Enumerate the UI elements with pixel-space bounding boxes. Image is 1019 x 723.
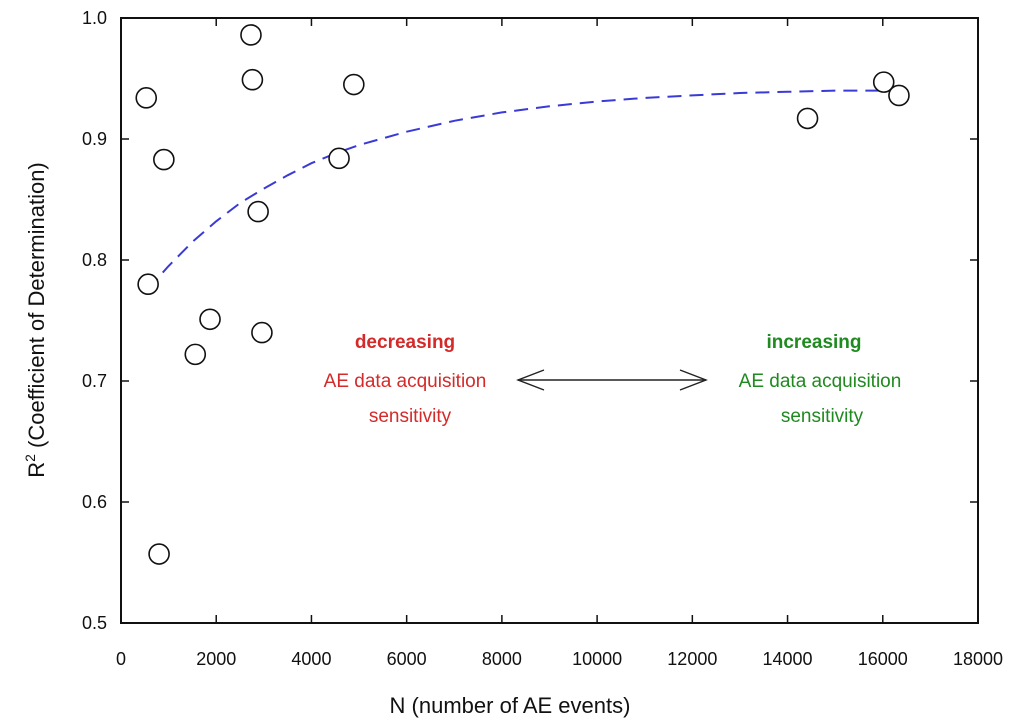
y-axis-title-main: R	[24, 462, 49, 478]
data-point	[135, 87, 158, 109]
x-tick-label: 16000	[858, 649, 908, 669]
y-axis-title-superscript: 2	[22, 454, 38, 462]
y-tick-label: 0.7	[82, 371, 107, 391]
fit-curve	[147, 88, 900, 290]
y-tick-label: 0.6	[82, 492, 107, 512]
annotation-decreasing-line2: sensitivity	[369, 406, 452, 427]
y-tick-label: 0.8	[82, 250, 107, 270]
annotation-increasing-title: increasing	[766, 332, 861, 353]
x-tick-label: 10000	[572, 649, 622, 669]
plot-frame	[120, 17, 979, 624]
x-tick-label: 12000	[667, 649, 717, 669]
x-tick-label: 18000	[953, 649, 1003, 669]
double-arrow-head-right	[679, 369, 708, 391]
y-axis-title: R2 (Coefficient of Determination)	[22, 162, 49, 478]
data-point	[184, 343, 207, 366]
double-arrow	[516, 369, 708, 391]
data-point	[796, 107, 819, 130]
x-tick-label: 8000	[482, 649, 522, 669]
data-point	[137, 273, 159, 296]
data-point	[153, 148, 175, 171]
y-tick-label: 1.0	[82, 8, 107, 28]
axis-ticks	[120, 17, 979, 624]
annotation-decreasing-line1: AE data acquisition	[324, 371, 487, 392]
data-point	[247, 200, 269, 223]
double-arrow-head-left	[516, 369, 545, 391]
data-point	[240, 24, 262, 46]
x-tick-label: 0	[116, 649, 126, 669]
data-point	[251, 321, 273, 344]
y-tick-label: 0.9	[82, 129, 107, 149]
annotation-decreasing-title: decreasing	[355, 332, 455, 353]
x-tick-label: 2000	[196, 649, 236, 669]
annotation-increasing-line2: sensitivity	[781, 406, 864, 427]
annotation-increasing-line1: AE data acquisition	[739, 371, 902, 392]
y-axis-title-rest: (Coefficient of Determination)	[24, 162, 49, 454]
data-point	[148, 543, 170, 565]
data-point	[199, 308, 221, 331]
data-point	[872, 71, 895, 93]
x-axis-title: N (number of AE events)	[390, 693, 631, 718]
x-tick-labels: 0 2000 4000 6000 8000 10000 12000 14000 16000 180…	[116, 649, 1003, 669]
y-tick-label: 0.5	[82, 613, 107, 633]
data-point	[888, 84, 910, 107]
x-tick-label: 6000	[387, 649, 427, 669]
x-tick-label: 14000	[763, 649, 813, 669]
data-points	[135, 24, 910, 565]
data-point	[343, 73, 365, 96]
data-point	[241, 68, 264, 91]
x-tick-label: 4000	[291, 649, 331, 669]
data-point	[328, 147, 350, 170]
y-tick-labels: 0.5 0.6 0.7 0.8 0.9 1.0	[82, 8, 107, 633]
